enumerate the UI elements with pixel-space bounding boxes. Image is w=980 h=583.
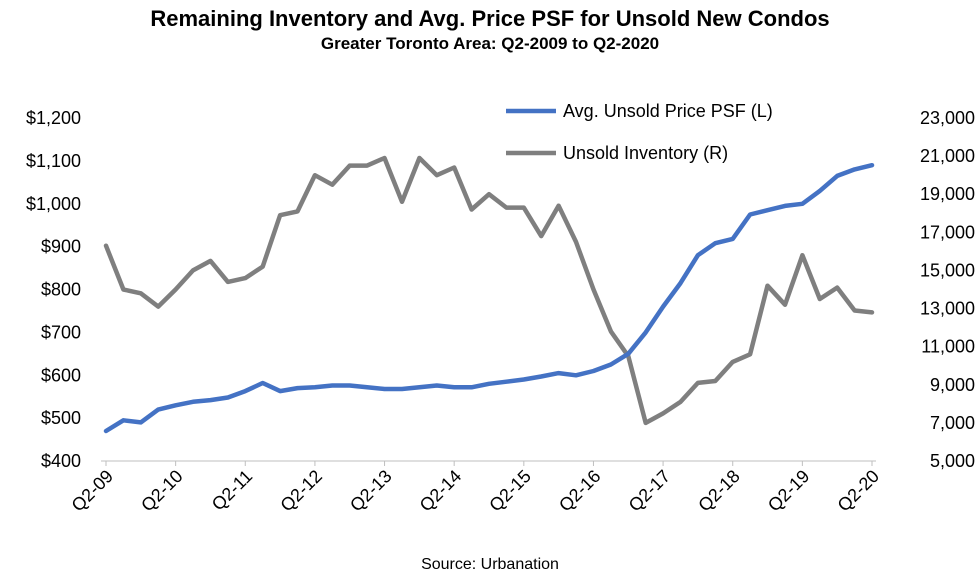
x-tick-label: Q2-09 (68, 466, 118, 516)
x-tick-label: Q2-19 (764, 466, 814, 516)
left-tick-label: $700 (41, 322, 81, 342)
x-tick-label: Q2-14 (416, 466, 466, 516)
x-tick-label: Q2-12 (276, 466, 326, 516)
left-tick-label: $1,000 (26, 194, 81, 214)
right-tick-label: 15,000 (920, 260, 975, 280)
right-tick-label: 21,000 (920, 146, 975, 166)
inventory-series-line (103, 155, 875, 426)
x-axis-ticks: Q2-09 Q2-10 Q2-11 Q2-12 Q2-13 Q2-14 Q2-15 Q2-16… (68, 461, 884, 516)
left-tick-label: $900 (41, 237, 81, 257)
left-tick-label: $600 (41, 365, 81, 385)
chart-subtitle: Greater Toronto Area: Q2-2009 to Q2-2020 (320, 34, 660, 53)
x-tick-label: Q2-10 (137, 466, 187, 516)
series-lines (103, 155, 875, 434)
price-series-line (103, 162, 875, 434)
left-tick-label: $1,100 (26, 151, 81, 171)
right-tick-label: 19,000 (920, 184, 975, 204)
x-tick-label: Q2-20 (834, 466, 884, 516)
x-tick-label: Q2-16 (555, 466, 605, 516)
right-tick-label: 11,000 (921, 337, 975, 357)
chart-title: Remaining Inventory and Avg. Price PSF f… (150, 6, 830, 31)
right-tick-label: 17,000 (920, 222, 975, 242)
left-axis-ticks: $400 $500 $600 $700 $800 $900 $1,000 $1,100 $1,2… (26, 108, 81, 471)
right-tick-label: 7,000 (930, 413, 975, 433)
legend-label: Avg. Unsold Price PSF (L) (563, 101, 773, 121)
left-tick-label: $1,200 (26, 108, 81, 128)
x-tick-label: Q2-13 (346, 466, 396, 516)
right-axis-ticks: 5,000 7,000 9,000 11,000 13,000 15,000 17,000 1… (920, 108, 975, 471)
legend: Avg. Unsold Price PSF (L) Unsold Inventor… (506, 101, 773, 163)
source-note: Source: Urbanation (421, 556, 559, 573)
right-tick-label: 9,000 (930, 375, 975, 395)
legend-label: Unsold Inventory (R) (563, 143, 728, 163)
x-tick-label: Q2-17 (625, 466, 675, 516)
right-tick-label: 5,000 (930, 451, 975, 471)
left-tick-label: $400 (41, 451, 81, 471)
left-tick-label: $500 (41, 408, 81, 428)
right-tick-label: 23,000 (920, 108, 975, 128)
x-tick-label: Q2-15 (485, 466, 535, 516)
left-tick-label: $800 (41, 280, 81, 300)
x-tick-label: Q2-18 (694, 466, 744, 516)
right-tick-label: 13,000 (920, 299, 975, 319)
x-tick-label: Q2-11 (208, 466, 257, 515)
